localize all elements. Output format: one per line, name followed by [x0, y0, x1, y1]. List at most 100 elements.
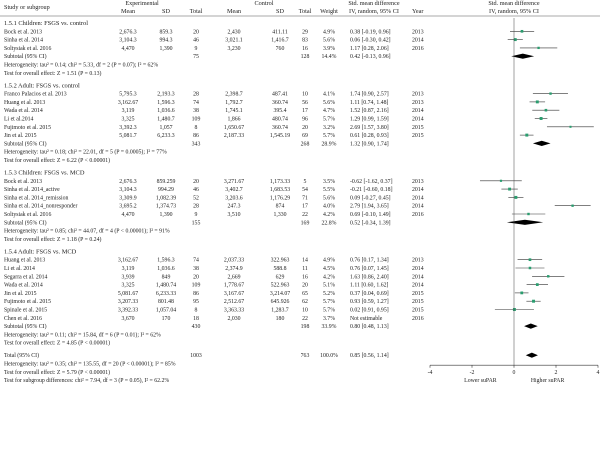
smd-ci-cell: 1.17 [0.28, 2.06] — [350, 46, 389, 52]
subtotal-diamond — [506, 219, 544, 225]
exp-mean-cell: 3,207.33 — [118, 299, 138, 305]
weight-cell: 4.1% — [323, 92, 335, 98]
ctl-mean-cell: 2,669 — [227, 274, 240, 280]
weight-cell: 28.9% — [322, 141, 337, 147]
ctl-sd-cell: 588.8 — [273, 266, 286, 272]
ctl-mean-cell: 3,203.6 — [225, 195, 242, 201]
ctl-total-cell: 11 — [302, 266, 308, 272]
exp-sd-cell: 1,036.6 — [157, 266, 174, 272]
year-cell: 2015 — [412, 308, 424, 314]
year-cell: 2013 — [412, 29, 424, 35]
smd-ci-cell: 0.37 [0.04, 0.69] — [350, 291, 389, 297]
x-tick-label: -4 — [428, 370, 433, 376]
ctl-total-cell: 10 — [302, 308, 308, 314]
ctl-sd-cell: 180 — [276, 316, 285, 322]
ctl-sd-cell: 1,683.53 — [270, 187, 290, 193]
ctl-total-cell: 56 — [302, 100, 308, 106]
exp-total-cell: 46 — [193, 38, 199, 44]
ctl-total-cell: 198 — [301, 324, 310, 330]
ctl-total-cell: 20 — [302, 283, 308, 289]
exp-total-cell: 343 — [192, 141, 201, 147]
effect-marker — [527, 212, 530, 216]
weight-cell: 5.7% — [323, 133, 335, 139]
study-name: Soltysiak et al. 2016 — [4, 46, 51, 52]
study-name: Jin et al. 2015 — [4, 133, 37, 139]
ctl-mean-cell: 2,030 — [227, 316, 240, 322]
exp-sd-cell: 1,596.3 — [157, 258, 174, 264]
year-cell: 2013 — [412, 100, 424, 106]
ctl-total-cell: 17 — [302, 204, 308, 210]
ctl-mean-cell: 2,512.67 — [224, 299, 244, 305]
ctl-total-cell: 62 — [302, 299, 308, 305]
smd-ci-cell: 1.74 [0.90, 2.57] — [350, 92, 389, 98]
ctl-total-cell: 268 — [301, 141, 310, 147]
exp-mean-cell: 4,470 — [121, 212, 134, 218]
exp-total-cell: 46 — [193, 187, 199, 193]
exp-total-header: Total — [190, 8, 203, 15]
year-cell: 2015 — [412, 291, 424, 297]
weight-cell: 4.0% — [323, 204, 335, 210]
exp-mean-cell: 2,676.3 — [119, 29, 136, 35]
heterogeneity-text: Heterogeneity: tau² = 0.85; chi² = 44.07… — [4, 228, 170, 235]
study-name: Sinha et al. 2014_nonresponder — [4, 204, 77, 210]
total-overall-effect-text: Test for overall effect: Z = 5.79 (P < 0… — [4, 369, 110, 376]
heterogeneity-text: Heterogeneity: tau² = 0.14; chi² = 5.33,… — [4, 62, 158, 69]
exp-mean-cell: 4,470 — [121, 46, 134, 52]
study-name: Sinha et al. 2014_active — [4, 187, 60, 193]
study-name: Bock et al. 2013 — [4, 179, 42, 185]
weight-cell: 3.2% — [323, 125, 335, 131]
exp-total-cell: 28 — [193, 92, 199, 98]
exp-total-cell: 86 — [193, 133, 199, 139]
exp-mean-cell: 3,695.2 — [119, 204, 136, 210]
x-tick-label: 0 — [513, 370, 516, 376]
effect-marker — [535, 100, 539, 104]
overall-effect-text: Test for overall effect: Z = 1.18 (P = 0… — [4, 236, 101, 243]
weight-cell: 3.7% — [323, 316, 335, 322]
year-cell: 2016 — [412, 46, 424, 52]
heterogeneity-text: Heterogeneity: tau² = 0.18; chi² = 22.01… — [4, 149, 167, 156]
exp-sd-cell: 994.3 — [159, 38, 172, 44]
ctl-mean-cell: 1,866 — [227, 117, 240, 123]
exp-total-cell: 18 — [193, 316, 199, 322]
exp-mean-cell: 3,325 — [121, 283, 134, 289]
exp-sd-header: SD — [162, 8, 170, 15]
subgroup-title: 1.5.4 Adult: FSGS vs. MCD — [4, 248, 77, 255]
exp-mean-cell: 5,795.3 — [119, 92, 136, 98]
overall-effect-text: Test for overall effect: Z = 1.51 (P = 0… — [4, 70, 101, 77]
ctl-sd-cell: 480.74 — [272, 117, 288, 123]
x-tick-label: 4 — [597, 370, 600, 376]
exp-mean-cell: 3,162.67 — [118, 100, 138, 106]
x-tick-label: 2 — [555, 370, 558, 376]
subgroup-title: 1.5.1 Children: FSGS vs. control — [4, 20, 88, 27]
overall-effect-text: Test for overall effect: Z = 6.22 (P < 0… — [4, 157, 110, 164]
exp-sd-cell: 849 — [162, 274, 171, 280]
study-name: Li et al. 2014 — [4, 266, 35, 272]
weight-header: Weight — [320, 8, 338, 15]
effect-marker — [547, 275, 550, 278]
study-name: Huang et al. 2013 — [4, 258, 45, 264]
effect-marker — [532, 299, 536, 303]
year-cell: 2014 — [412, 204, 424, 210]
exp-mean-cell: 5,081.67 — [118, 291, 138, 297]
ctl-total-cell: 5 — [304, 179, 307, 185]
exp-mean-cell: 3,162.67 — [118, 258, 138, 264]
ctl-mean-cell: 3,402.7 — [225, 187, 242, 193]
smd-header: Std. mean difference — [348, 0, 400, 7]
exp-total-cell: 38 — [193, 108, 199, 114]
study-name: Li et al.2014 — [4, 117, 34, 123]
ctl-total-cell: 17 — [302, 108, 308, 114]
study-name: Fujimoto et al. 2015 — [4, 125, 51, 131]
ctl-sd-cell: 3,214.07 — [270, 291, 290, 297]
exp-sd-cell: 1,596.3 — [157, 100, 174, 106]
ctl-total-cell: 22 — [302, 316, 308, 322]
ctl-sd-cell: 1,330 — [273, 212, 286, 218]
subtotal-diamond — [524, 323, 538, 329]
exp-total-cell: 8 — [195, 308, 198, 314]
study-name: Wada et al. 2014 — [4, 108, 43, 114]
exp-mean-cell: 5,081.7 — [119, 133, 136, 139]
year-cell: 2014 — [412, 108, 424, 114]
ctl-total-cell: 96 — [302, 117, 308, 123]
year-header: Year — [412, 8, 423, 15]
exp-total-cell: 155 — [192, 220, 201, 226]
